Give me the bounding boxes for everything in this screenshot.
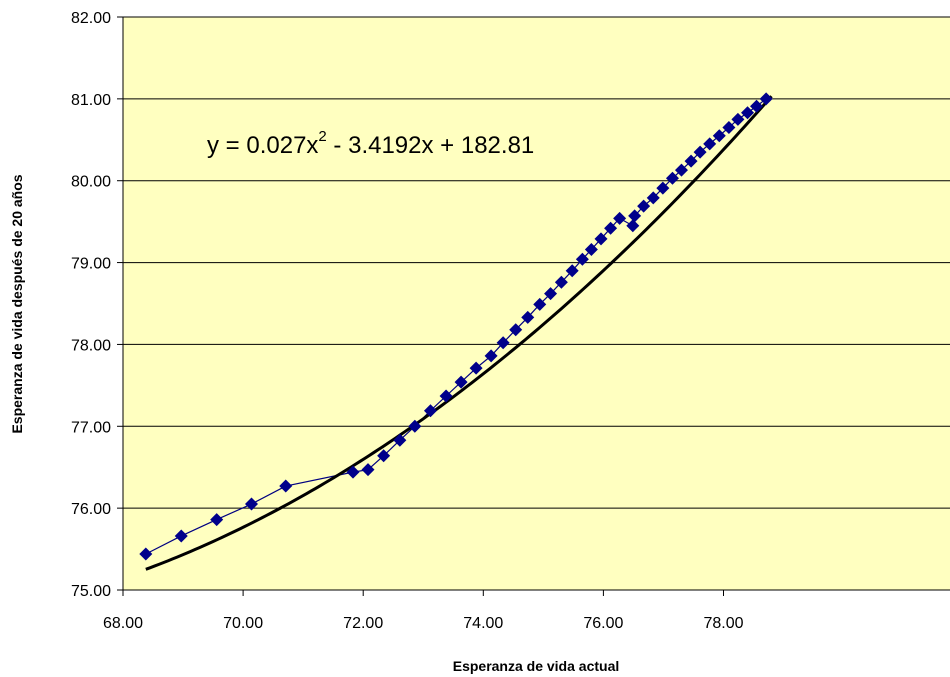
data-point-marker bbox=[439, 389, 453, 403]
data-point-marker bbox=[245, 497, 259, 511]
y-tick-label: 77.00 bbox=[71, 419, 111, 436]
data-point-marker bbox=[665, 171, 679, 185]
data-point-marker bbox=[423, 404, 437, 418]
y-axis-ticks: 75.00 76.00 77.00 78.00 79.00 80.00 81.00 82.00 bbox=[71, 10, 123, 600]
equation-prefix: y = 0.027x bbox=[207, 132, 318, 159]
data-markers bbox=[139, 92, 773, 561]
data-point-marker bbox=[684, 154, 698, 168]
data-point-marker bbox=[544, 287, 558, 301]
data-point-marker bbox=[604, 221, 618, 235]
y-tick-label: 78.00 bbox=[71, 337, 111, 354]
data-point-marker bbox=[656, 181, 670, 195]
data-point-marker bbox=[674, 163, 688, 177]
data-point-marker bbox=[484, 349, 498, 363]
data-point-marker bbox=[584, 242, 598, 256]
x-tick-label: 70.00 bbox=[223, 615, 263, 632]
polynomial-trendline bbox=[145, 95, 773, 571]
data-point-marker bbox=[469, 361, 483, 375]
data-point-marker bbox=[693, 145, 707, 159]
data-point-marker bbox=[454, 375, 468, 389]
data-point-marker bbox=[594, 232, 608, 246]
data-point-marker bbox=[759, 92, 773, 106]
y-tick-label: 81.00 bbox=[71, 92, 111, 109]
x-axis-title: Esperanza de vida actual bbox=[453, 658, 620, 674]
data-point-marker bbox=[712, 129, 726, 143]
data-point-marker bbox=[722, 121, 736, 135]
data-point-marker bbox=[703, 137, 717, 151]
plot-content bbox=[139, 92, 773, 571]
data-point-marker bbox=[646, 191, 660, 205]
data-point-marker bbox=[731, 112, 745, 126]
data-point-marker bbox=[496, 336, 510, 350]
x-tick-label: 78.00 bbox=[703, 615, 743, 632]
data-point-marker bbox=[393, 433, 407, 447]
gridlines bbox=[123, 16, 950, 509]
data-point-marker bbox=[628, 209, 642, 223]
data-point-marker bbox=[741, 106, 755, 120]
data-point-marker bbox=[509, 323, 523, 337]
trendline-equation: y = 0.027x2 - 3.4192x + 182.81 bbox=[207, 128, 534, 159]
x-axis-ticks: 68.00 70.00 72.00 74.00 76.00 78.00 bbox=[103, 590, 744, 632]
x-tick-label: 68.00 bbox=[103, 615, 143, 632]
data-point-marker bbox=[174, 529, 188, 543]
data-point-marker bbox=[377, 449, 391, 463]
equation-suffix: - 3.4192x + 182.81 bbox=[327, 132, 535, 159]
data-point-marker bbox=[626, 219, 640, 233]
data-point-marker bbox=[346, 465, 360, 479]
data-point-marker bbox=[575, 252, 589, 266]
x-tick-label: 72.00 bbox=[343, 615, 383, 632]
y-tick-label: 75.00 bbox=[71, 583, 111, 600]
y-tick-label: 82.00 bbox=[71, 10, 111, 27]
data-point-marker bbox=[210, 513, 224, 527]
axes bbox=[122, 17, 950, 591]
data-point-marker bbox=[139, 547, 153, 561]
y-tick-label: 80.00 bbox=[71, 174, 111, 191]
equation-exponent: 2 bbox=[318, 128, 326, 145]
data-point-marker bbox=[408, 419, 422, 433]
data-point-marker bbox=[361, 463, 375, 477]
x-tick-label: 74.00 bbox=[463, 615, 503, 632]
x-tick-label: 76.00 bbox=[583, 615, 623, 632]
y-tick-label: 76.00 bbox=[71, 501, 111, 518]
data-point-marker bbox=[533, 297, 547, 311]
data-point-marker bbox=[565, 264, 579, 278]
y-tick-label: 79.00 bbox=[71, 256, 111, 273]
data-point-marker bbox=[750, 99, 764, 113]
y-axis-title: Esperanza de vida después de 20 años bbox=[9, 174, 25, 433]
data-point-marker bbox=[613, 211, 627, 225]
data-point-marker bbox=[279, 479, 293, 493]
data-point-marker bbox=[554, 275, 568, 289]
data-point-marker bbox=[637, 199, 651, 213]
data-point-marker bbox=[521, 310, 535, 324]
